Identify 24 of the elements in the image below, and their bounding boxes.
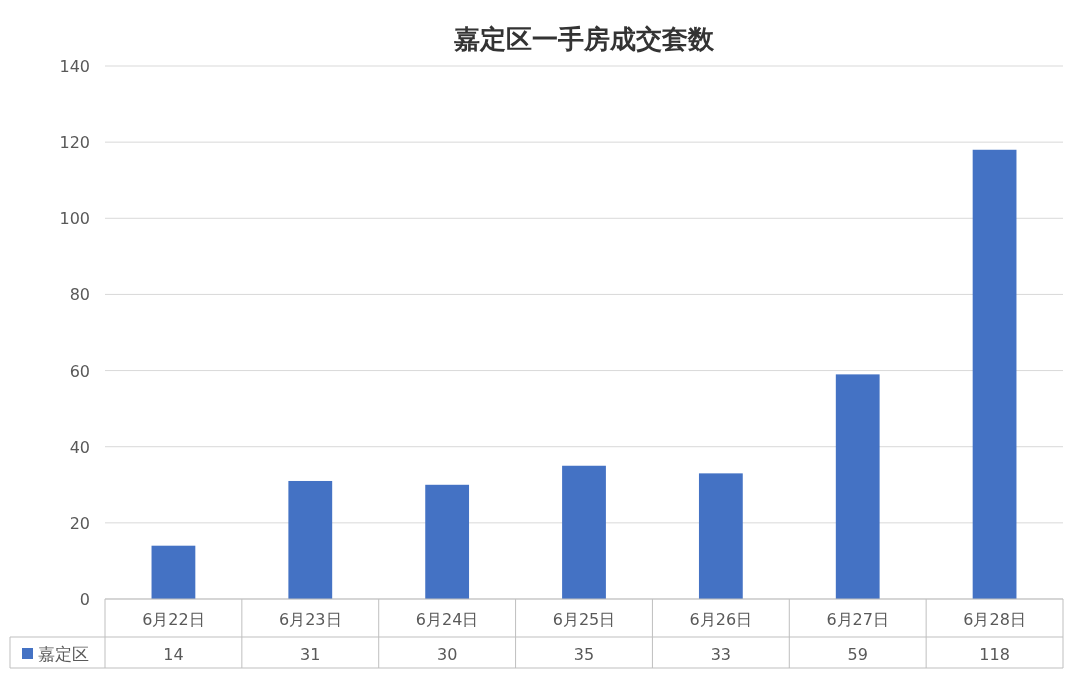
legend-label: 嘉定区 [38,644,89,664]
y-tick-label: 60 [69,361,90,381]
data-label: 31 [300,645,321,664]
x-tick-label: 6月23日 [279,610,342,629]
x-tick-label: 6月24日 [415,610,479,629]
data-label: 59 [847,645,868,664]
y-tick-label: 0 [79,590,90,609]
y-tick-label: 20 [69,513,90,533]
y-tick-label: 80 [69,285,90,305]
data-label: 30 [436,645,458,664]
data-label: 14 [163,645,184,664]
data-label: 35 [573,645,595,664]
title: 嘉定区一手房成交套数 [454,24,714,54]
y-tick-label: 40 [69,437,90,457]
y-tick-label: 140 [59,57,90,76]
x-tick-label: 6月27日 [826,610,889,629]
x-tick-label: 6月25日 [552,610,616,629]
data-label: 118 [979,645,1010,664]
y-tick-label: 120 [59,133,90,153]
x-tick-label: 6月26日 [689,610,753,629]
x-tick-label: 6月28日 [963,610,1026,629]
data-label: 33 [710,645,732,664]
y-tick-label: 100 [59,209,90,229]
x-tick-label: 6月22日 [142,610,205,629]
